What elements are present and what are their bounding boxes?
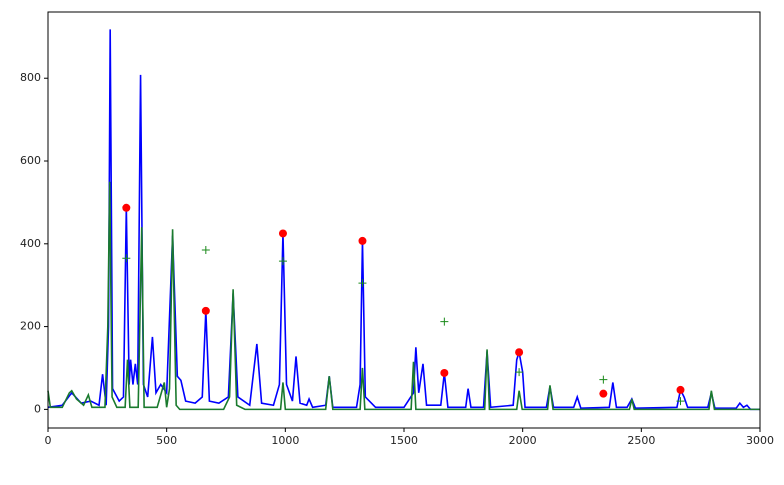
plus-marker — [676, 397, 685, 406]
x-tick-label: 500 — [156, 434, 177, 447]
point — [122, 203, 131, 212]
point — [278, 229, 287, 238]
data-line — [47, 181, 760, 411]
plus-marker — [201, 246, 210, 255]
point — [440, 368, 449, 377]
y-tick-label: 400 — [20, 237, 41, 250]
x-tick-label: 1500 — [390, 434, 418, 447]
plus-marker — [358, 279, 367, 288]
y-tick-label: 200 — [20, 320, 41, 333]
plus-marker — [440, 317, 449, 326]
x-tick-label: 1000 — [271, 434, 299, 447]
data-line — [47, 29, 760, 411]
point — [599, 389, 608, 398]
plus-marker — [122, 254, 131, 263]
point — [358, 236, 367, 245]
y-tick-label: 0 — [34, 402, 41, 415]
y-tick-label: 600 — [20, 154, 41, 167]
x-tick-label: 0 — [45, 434, 52, 447]
plus-marker — [278, 257, 287, 266]
axes-frame — [47, 11, 761, 429]
point — [515, 348, 524, 357]
x-tick-label: 2000 — [509, 434, 537, 447]
x-tick-label: 2500 — [627, 434, 655, 447]
plus-marker — [599, 375, 608, 384]
plus-marker — [515, 368, 524, 377]
point — [676, 385, 685, 394]
y-tick-label: 800 — [20, 71, 41, 84]
x-tick-label: 3000 — [746, 434, 774, 447]
point — [201, 306, 210, 315]
